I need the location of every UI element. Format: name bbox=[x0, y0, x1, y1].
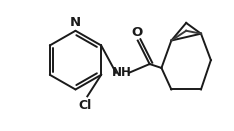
Text: N: N bbox=[70, 16, 81, 29]
Text: NH: NH bbox=[112, 66, 132, 79]
Text: Cl: Cl bbox=[79, 99, 92, 112]
Text: O: O bbox=[131, 26, 142, 39]
